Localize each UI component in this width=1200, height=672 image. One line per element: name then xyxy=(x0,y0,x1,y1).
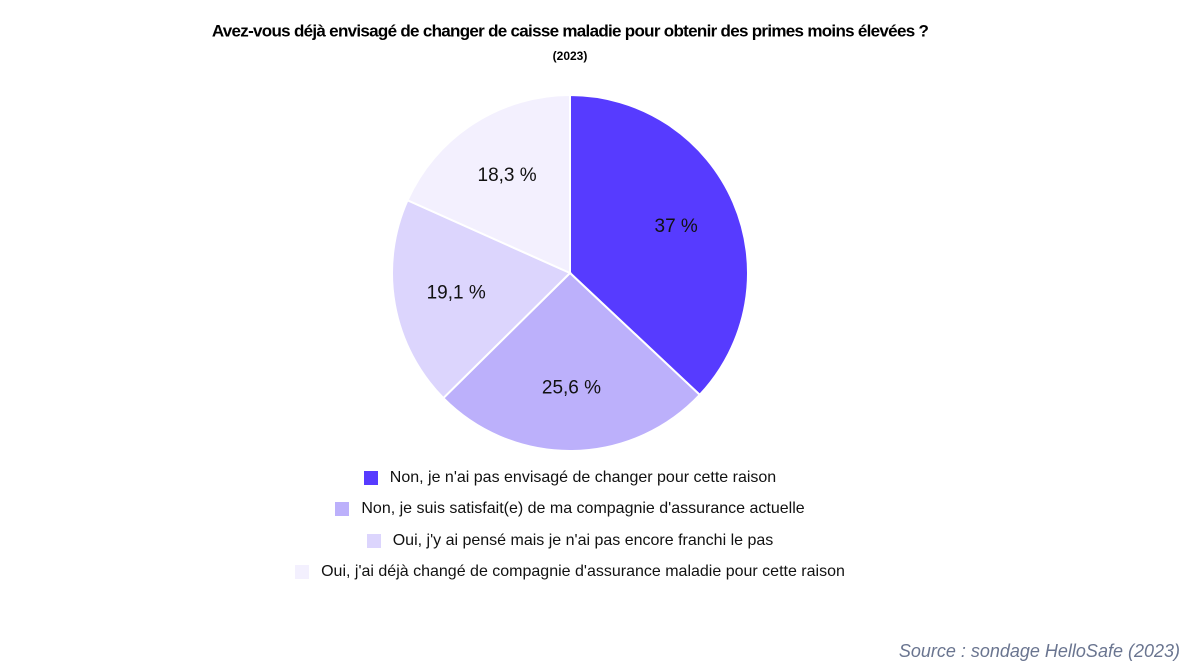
legend-label: Non, je suis satisfait(e) de ma compagni… xyxy=(361,500,805,518)
legend-item: Non, je n'ai pas envisagé de changer pou… xyxy=(363,462,777,494)
legend-label: Oui, j'y ai pensé mais je n'ai pas encor… xyxy=(392,531,774,549)
legend-item: Oui, j'y ai pensé mais je n'ai pas encor… xyxy=(366,525,774,557)
legend-swatch xyxy=(363,470,378,485)
data-label: 18,3 % xyxy=(478,165,537,186)
legend-swatch xyxy=(295,565,310,580)
data-label: 37 % xyxy=(655,216,698,237)
legend-item: Oui, j'ai déjà changé de compagnie d'ass… xyxy=(295,557,845,589)
legend-item: Non, je suis satisfait(e) de ma compagni… xyxy=(335,494,805,526)
source: Source : sondage HelloSafe (2023) xyxy=(898,641,1180,661)
chart-subtitle: (2023) xyxy=(553,49,588,63)
data-label: 25,6 % xyxy=(542,378,601,399)
pie-slice xyxy=(406,93,571,275)
data-label: 19,1 % xyxy=(427,283,486,304)
pie-slice xyxy=(391,198,572,400)
pie-slice xyxy=(441,271,702,452)
legend-swatch xyxy=(335,502,350,517)
legend-label: Oui, j'ai déjà changé de compagnie d'ass… xyxy=(321,563,845,581)
legend: Non, je n'ai pas envisagé de changer pou… xyxy=(0,462,1140,588)
legend-label: Non, je n'ai pas envisagé de changer pou… xyxy=(389,468,777,486)
chart-title: Avez-vous déjà envisagé de changer de ca… xyxy=(212,21,929,40)
legend-swatch xyxy=(366,533,381,548)
pie-slice xyxy=(569,93,749,397)
